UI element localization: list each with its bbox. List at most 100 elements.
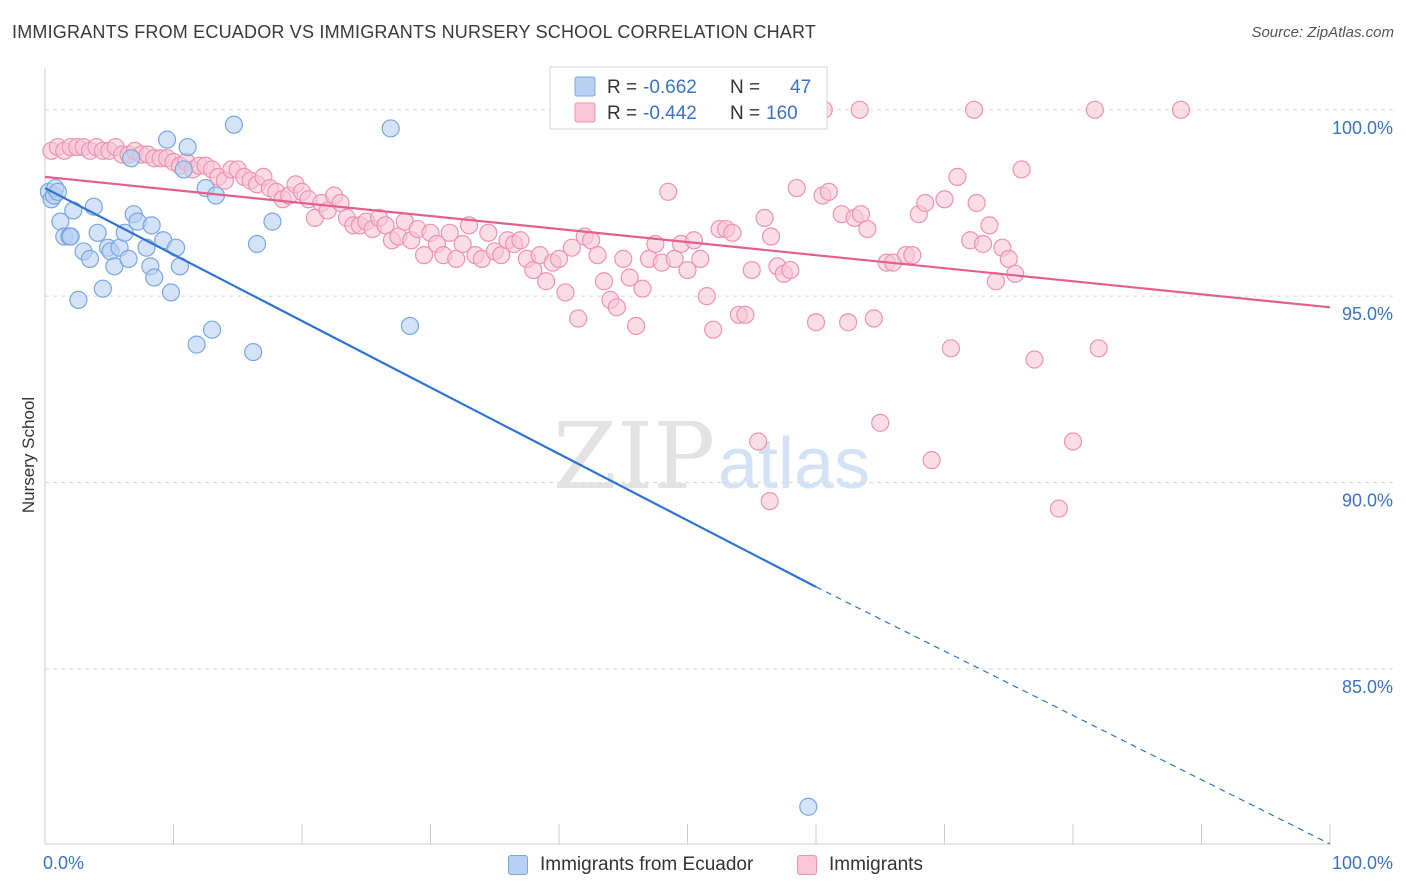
legend-n-value: 160	[766, 103, 798, 124]
ecuador-point	[381, 119, 400, 138]
immigrants-point	[781, 260, 800, 280]
ecuador-point	[119, 249, 138, 268]
ecuador-point	[142, 216, 161, 235]
watermark-atlas: atlas	[718, 424, 870, 504]
ecuador-point	[263, 212, 282, 231]
immigrants-trend-line	[44, 175, 1331, 309]
legend-n-value: 47	[790, 77, 811, 98]
immigrants-point	[948, 167, 967, 186]
ecuador-point	[178, 137, 197, 157]
y-tick-label: 90.0%	[1342, 490, 1393, 510]
y-axis-label: Nursery School	[19, 397, 38, 513]
immigrants-point	[633, 279, 652, 298]
immigrants-point	[479, 223, 498, 242]
ecuador-point	[202, 320, 222, 339]
ecuador-point	[187, 335, 206, 354]
immigrants-point	[935, 190, 954, 209]
immigrants-point	[967, 193, 986, 213]
bottom-legend: Immigrants from Ecuador Immigrants	[0, 852, 1406, 878]
legend-box: R = -0.662 N = 47 R = -0.442 N = 160	[549, 66, 828, 130]
immigrants-point	[736, 305, 755, 324]
ecuador-point	[400, 316, 420, 336]
legend-r-label: R =	[607, 77, 637, 98]
immigrants-point	[684, 231, 704, 250]
immigrants-point	[537, 272, 556, 291]
immigrants-point	[941, 339, 961, 358]
immigrants-point	[761, 227, 781, 246]
legend-swatch-pink	[797, 855, 817, 875]
immigrants-point	[620, 268, 639, 287]
immigrants-point	[760, 492, 779, 511]
ecuador-point	[93, 279, 112, 298]
ecuador-point	[88, 223, 107, 242]
watermark: ZIP atlas	[553, 403, 870, 510]
ecuador-trend-line	[44, 187, 817, 588]
y-tick-label: 85.0%	[1342, 677, 1393, 697]
immigrants-point	[594, 272, 614, 291]
immigrants-point	[980, 216, 999, 235]
immigrants-point	[742, 260, 761, 280]
chart-source: Source: ZipAtlas.com	[1251, 24, 1394, 41]
immigrants-point	[858, 219, 877, 239]
immigrants-point	[614, 249, 633, 268]
ecuador-point	[174, 160, 193, 179]
immigrants-point	[1025, 350, 1044, 369]
immigrants-point	[678, 260, 697, 280]
immigrants-point	[588, 246, 607, 265]
immigrants-point	[819, 182, 838, 201]
legend-swatch-blue	[508, 855, 528, 875]
legend-r-value: -0.442	[643, 103, 697, 124]
immigrants-point	[549, 249, 569, 268]
ecuador-point	[69, 290, 88, 309]
immigrants-point	[964, 100, 984, 119]
immigrants-point	[1171, 100, 1191, 119]
legend-frame	[549, 66, 828, 130]
immigrants-point	[1063, 432, 1083, 451]
immigrants-point	[749, 432, 768, 451]
ecuador-point	[799, 797, 818, 816]
immigrants-point	[626, 316, 646, 336]
x-tick-label: 0.0%	[43, 853, 84, 873]
legend-swatch-blue	[574, 76, 596, 97]
immigrants-point	[986, 272, 1006, 291]
legend-r-value: -0.662	[643, 77, 697, 98]
legend-r-label: R =	[607, 103, 637, 124]
immigrants-point	[414, 246, 434, 265]
immigrants-point	[697, 287, 716, 306]
gridlines	[45, 109, 1395, 670]
ecuador-point	[64, 201, 83, 220]
immigrants-point	[922, 451, 941, 470]
immigrants-point	[511, 231, 530, 250]
immigrants-point	[903, 246, 922, 265]
legend-label: Immigrants from Ecuador	[540, 854, 754, 875]
chart-title: IMMIGRANTS FROM ECUADOR VS IMMIGRANTS NU…	[12, 22, 817, 42]
immigrants-point	[440, 223, 459, 242]
immigrants-point	[659, 182, 678, 201]
ecuador-point	[244, 342, 263, 362]
y-tick-label: 100.0%	[1332, 118, 1393, 138]
immigrants-point	[607, 298, 626, 317]
immigrants-point	[755, 208, 774, 227]
data-points	[39, 100, 1191, 816]
tick-labels: 100.0% 95.0% 90.0% 85.0% 0.0% 100.0%	[43, 118, 1393, 873]
immigrants-point	[787, 178, 806, 198]
immigrants-point	[723, 223, 742, 242]
immigrants-point	[839, 313, 858, 332]
immigrants-point	[453, 234, 472, 254]
immigrants-point	[704, 320, 723, 339]
immigrants-point	[1089, 339, 1108, 358]
ecuador-point	[105, 257, 124, 276]
ecuador-point	[161, 283, 181, 302]
trend-lines	[44, 175, 1331, 845]
immigrants-point	[864, 309, 883, 328]
immigrants-point	[562, 238, 581, 257]
immigrants-point	[691, 249, 710, 268]
legend-label: Immigrants	[829, 854, 923, 875]
immigrants-point	[806, 313, 826, 332]
ecuador-point	[157, 130, 177, 149]
x-tick-label: 100.0%	[1332, 853, 1393, 873]
bottom-legend-item-ecuador: Immigrants from Ecuador	[508, 852, 753, 878]
immigrants-point	[1049, 499, 1068, 518]
ecuador-point	[247, 234, 267, 254]
